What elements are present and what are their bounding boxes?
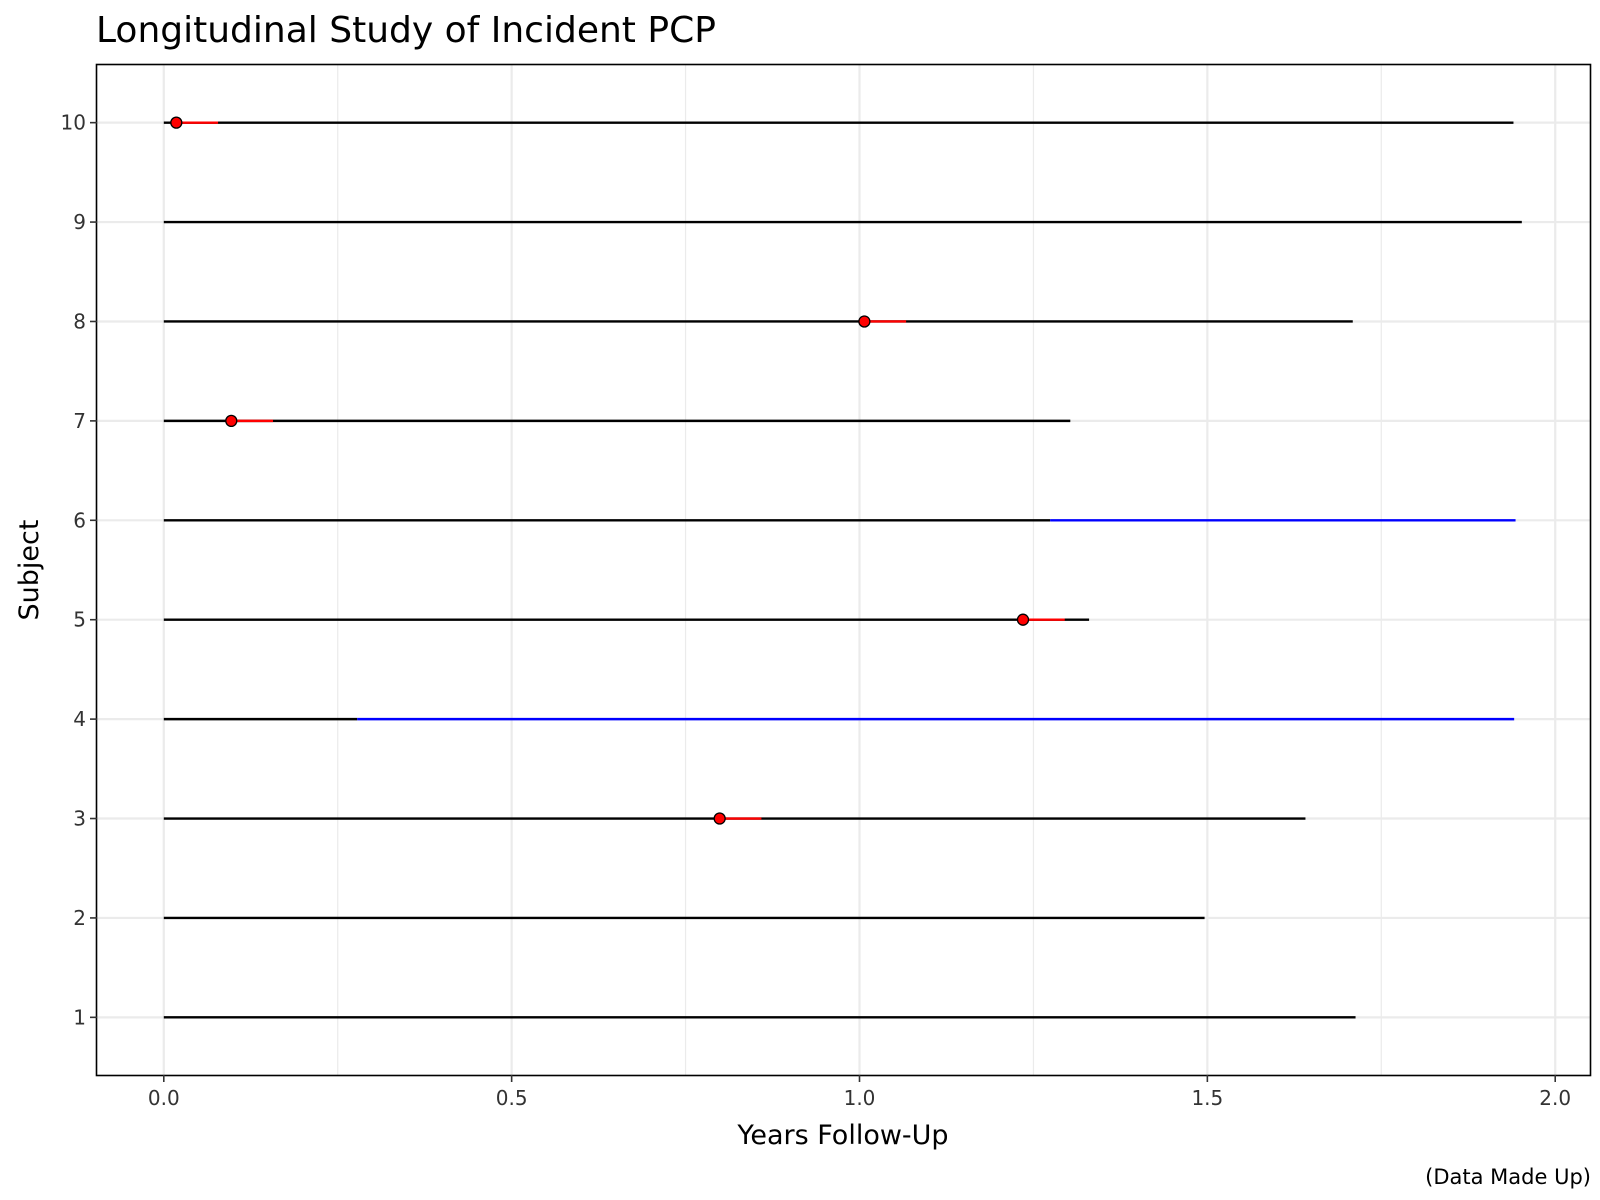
x-tick-label: 0.0: [148, 1086, 180, 1110]
y-tick-label: 1: [73, 1005, 86, 1029]
panel-border: [95, 63, 1592, 1077]
y-tick-label: 4: [73, 707, 86, 731]
y-tick-label: 8: [73, 309, 86, 333]
chart-caption: (Data Made Up): [1425, 1165, 1591, 1189]
x-tick-label: 2.0: [1539, 1086, 1571, 1110]
event-points: [170, 116, 1030, 825]
chart-title: Longitudinal Study of Incident PCP: [96, 10, 716, 51]
x-tick-label: 1.0: [844, 1086, 876, 1110]
y-tick-label: 9: [73, 210, 86, 234]
x-tick-label: 0.5: [496, 1086, 528, 1110]
y-axis-title: Subject: [14, 520, 45, 621]
x-axis-ticks: 0.0 0.5 1.0 1.5 2.0: [148, 1075, 1571, 1110]
x-tick-label: 1.5: [1191, 1086, 1223, 1110]
x-axis-title: Years Follow-Up: [736, 1120, 948, 1151]
event-point-3: [713, 812, 726, 825]
y-tick-label: 6: [73, 508, 86, 532]
y-tick-label: 5: [73, 608, 86, 632]
event-point-7: [225, 414, 238, 428]
y-tick-label: 10: [61, 111, 86, 135]
y-tick-label: 7: [73, 409, 86, 433]
event-point-5: [1016, 613, 1030, 626]
y-tick-label: 2: [73, 906, 86, 930]
event-point-10: [170, 116, 183, 129]
y-axis-ticks: 1 2 3 4 5 6 7 8 9 10: [61, 111, 97, 1029]
subject-segments: [163, 121, 1522, 1019]
y-tick-label: 3: [73, 807, 86, 831]
event-point-8: [858, 315, 871, 328]
